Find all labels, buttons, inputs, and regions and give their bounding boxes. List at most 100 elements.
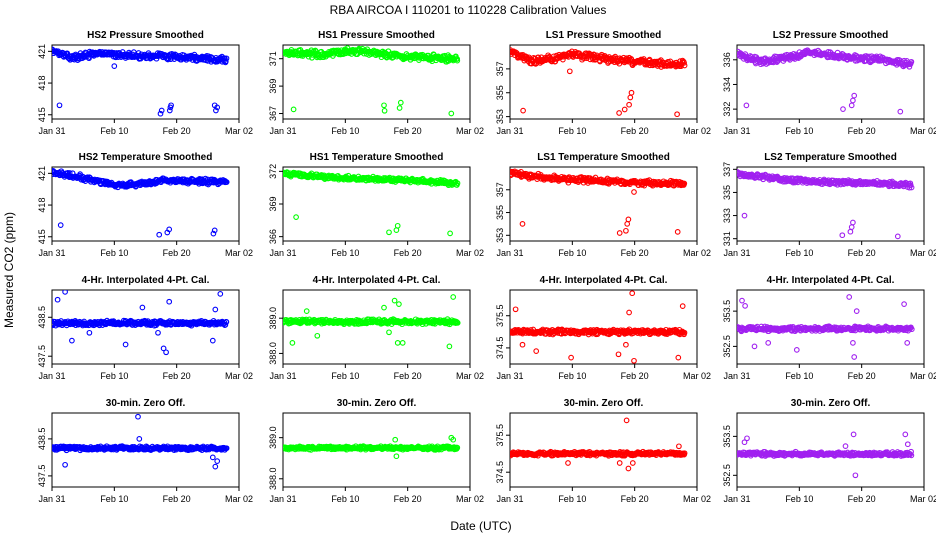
data-point <box>908 184 915 191</box>
outlier-point <box>626 309 632 316</box>
y-tick-label: 374.5 <box>495 461 505 484</box>
x-tick-label: Jan 31 <box>723 494 750 504</box>
x-tick-label: Feb 20 <box>848 494 876 504</box>
outlier-point <box>156 231 163 238</box>
y-tick-label: 337 <box>722 162 732 177</box>
x-tick-label: Jan 31 <box>723 371 750 381</box>
outlier-point <box>520 107 526 114</box>
x-tick-label: Feb 20 <box>394 494 422 504</box>
data-series <box>52 413 230 470</box>
x-tick-label: Jan 31 <box>269 248 296 258</box>
panel-title: LS2 Temperature Smoothed <box>764 152 897 163</box>
panel: 30-min. Zero Off.Jan 31 Feb 10 Feb 20 Mar 0… <box>495 398 711 504</box>
data-series <box>283 169 461 237</box>
y-tick-label: 418 <box>37 76 47 91</box>
y-tick-label: 415 <box>37 107 47 122</box>
y-tick-label: 353 <box>495 228 505 243</box>
x-tick-label: Feb 20 <box>621 248 649 258</box>
x-tick-label: Feb 10 <box>100 126 128 136</box>
outlier-point <box>303 308 310 314</box>
outlier-point <box>751 343 758 350</box>
y-tick-label: 335 <box>722 185 732 200</box>
x-tick-label: Feb 20 <box>621 494 649 504</box>
outlier-point <box>623 417 630 424</box>
outlier-point <box>209 454 216 461</box>
outlier-point <box>213 107 219 114</box>
y-tick-label: 371 <box>268 51 278 66</box>
data-point <box>681 60 687 66</box>
outlier-point <box>742 303 748 309</box>
outlier-point <box>627 94 634 101</box>
x-tick-label: Jan 31 <box>496 494 523 504</box>
x-tick-label: Mar 02 <box>683 248 711 258</box>
outlier-point <box>625 216 632 223</box>
y-tick-label: 353.5 <box>722 425 732 448</box>
outlier-point <box>450 436 457 443</box>
y-axis-title: Measured CO2 (ppm) <box>2 212 16 328</box>
data-point <box>223 319 230 325</box>
data-point <box>309 54 315 61</box>
outlier-point <box>629 290 636 297</box>
plot-frame <box>282 44 471 120</box>
panel-title: 30-min. Zero Off. <box>337 398 417 409</box>
x-tick-label: Feb 20 <box>621 126 649 136</box>
plot-frame <box>509 44 698 120</box>
plot-frame <box>51 44 240 120</box>
outlier-point <box>621 106 628 113</box>
x-tick-label: Feb 10 <box>331 126 359 136</box>
outlier-point <box>631 357 637 364</box>
outlier-point <box>793 347 800 353</box>
data-point <box>681 62 688 69</box>
y-tick-label: 369 <box>268 79 278 94</box>
y-tick-label: 372 <box>268 164 278 179</box>
outlier-point <box>214 458 221 464</box>
data-series <box>510 168 688 236</box>
outlier-point <box>624 221 631 227</box>
data-point <box>223 179 230 185</box>
x-tick-label: Feb 10 <box>558 126 586 136</box>
panel-title: HS1 Pressure Smoothed <box>318 30 435 41</box>
plot-frame <box>282 289 471 365</box>
outlier-point <box>846 294 853 300</box>
x-tick-label: Mar 02 <box>683 371 711 381</box>
data-series <box>52 167 230 238</box>
outlier-point <box>676 443 682 450</box>
x-tick-label: Feb 20 <box>163 371 191 381</box>
panel-title: HS1 Temperature Smoothed <box>310 152 444 163</box>
outlier-point <box>386 329 392 336</box>
panel-title: 30-min. Zero Off. <box>791 398 871 409</box>
y-tick-label: 352.5 <box>722 464 732 487</box>
outlier-point <box>122 341 129 348</box>
outlier-point <box>381 304 387 311</box>
x-tick-label: Feb 20 <box>848 371 876 381</box>
y-tick-label: 388.0 <box>268 342 278 365</box>
outlier-point <box>519 341 526 348</box>
data-series <box>283 45 461 117</box>
x-tick-label: Mar 02 <box>683 126 711 136</box>
y-tick-label: 353.5 <box>722 300 732 323</box>
x-tick-label: Mar 02 <box>910 248 936 258</box>
outlier-point <box>392 436 399 443</box>
data-point <box>454 57 461 64</box>
panel-title: 4-Hr. Interpolated 4-Pt. Cal. <box>540 275 668 286</box>
outlier-point <box>290 106 297 113</box>
outlier-point <box>533 348 540 354</box>
outlier-point <box>631 189 637 195</box>
x-tick-label: Jan 31 <box>269 494 296 504</box>
data-series <box>737 294 915 360</box>
outlier-point <box>136 436 143 442</box>
data-point <box>560 56 566 63</box>
outlier-point <box>894 233 901 240</box>
panel-title: 4-Hr. Interpolated 4-Pt. Cal. <box>82 275 210 286</box>
outlier-point <box>629 460 636 466</box>
y-tick-label: 418 <box>37 198 47 213</box>
plot-frame <box>509 289 698 365</box>
x-tick-label: Feb 10 <box>785 494 813 504</box>
outlier-point <box>512 306 519 313</box>
outlier-point <box>62 461 68 468</box>
outlier-point <box>674 111 680 118</box>
outlier-point <box>214 104 221 111</box>
y-tick-label: 355 <box>495 85 505 100</box>
x-tick-label: Feb 10 <box>785 126 813 136</box>
